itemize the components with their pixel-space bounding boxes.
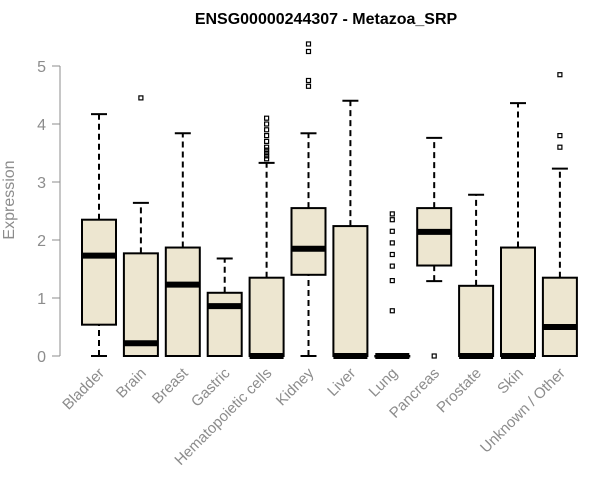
y-tick-label: 2 bbox=[37, 233, 46, 250]
category-label: Liver bbox=[324, 365, 359, 400]
box-iqr bbox=[290, 207, 327, 276]
outlier-point bbox=[389, 240, 395, 246]
box-iqr bbox=[541, 276, 578, 358]
box-iqr bbox=[164, 246, 201, 357]
box-iqr bbox=[122, 252, 159, 357]
outlier-point bbox=[138, 95, 144, 101]
category-label: Brain bbox=[113, 365, 150, 402]
outlier-point bbox=[264, 127, 270, 133]
outlier-point bbox=[389, 263, 395, 269]
category-label: Breast bbox=[149, 364, 192, 407]
boxes-group bbox=[81, 41, 578, 359]
box-iqr bbox=[206, 291, 243, 357]
box-gastric bbox=[206, 257, 243, 357]
y-tick-label: 5 bbox=[37, 59, 46, 76]
outlier-point bbox=[264, 150, 270, 156]
category-label: Kidney bbox=[273, 364, 318, 409]
outlier-point bbox=[431, 353, 437, 359]
box-breast bbox=[164, 132, 201, 357]
outlier-point bbox=[557, 133, 563, 139]
box-iqr bbox=[248, 276, 285, 358]
box-iqr bbox=[458, 284, 495, 358]
box-lung bbox=[374, 211, 411, 359]
outlier-point bbox=[305, 48, 312, 55]
outlier-point bbox=[264, 115, 270, 121]
category-label: Bladder bbox=[59, 365, 108, 414]
outlier-point bbox=[557, 72, 563, 78]
outlier-point bbox=[264, 147, 270, 153]
box-iqr bbox=[416, 207, 453, 267]
outlier-point bbox=[389, 211, 395, 217]
box-brain bbox=[122, 95, 159, 357]
category-label: Skin bbox=[494, 365, 527, 398]
box-liver bbox=[332, 99, 369, 359]
outlier-point bbox=[389, 217, 395, 223]
box-bladder bbox=[81, 113, 117, 357]
category-label: Lung bbox=[366, 365, 402, 401]
y-tick-label: 1 bbox=[37, 291, 46, 308]
box-unknown-other bbox=[541, 72, 578, 358]
outlier-point bbox=[264, 144, 270, 150]
box-iqr bbox=[332, 225, 369, 357]
box-prostate bbox=[458, 193, 495, 359]
box-pancreas bbox=[416, 136, 453, 359]
outlier-point bbox=[264, 156, 270, 162]
category-label: Prostate bbox=[433, 365, 485, 417]
outlier-point bbox=[264, 121, 270, 127]
outlier-point bbox=[264, 138, 270, 144]
outlier-point bbox=[557, 144, 563, 150]
box-skin bbox=[500, 102, 536, 359]
outlier-point bbox=[264, 133, 270, 139]
y-tick-label: 3 bbox=[37, 175, 46, 192]
outlier-point bbox=[264, 153, 270, 159]
chart-title: ENSG00000244307 - Metazoa_SRP bbox=[195, 11, 458, 28]
y-axis-label: Expression bbox=[1, 160, 18, 239]
outlier-point bbox=[305, 41, 312, 47]
y-axis-ticks: 0 1 2 3 4 5 bbox=[37, 59, 60, 366]
box-hematopoietic-cells bbox=[248, 115, 285, 359]
outlier-point bbox=[305, 83, 312, 89]
outlier-point bbox=[305, 77, 312, 84]
box-iqr bbox=[500, 246, 536, 357]
y-tick-label: 4 bbox=[37, 117, 46, 134]
outlier-point bbox=[389, 278, 395, 284]
outlier-point bbox=[389, 308, 395, 314]
box-kidney bbox=[290, 41, 327, 357]
y-tick-label: 0 bbox=[37, 349, 46, 366]
box-iqr bbox=[81, 218, 117, 326]
outlier-point bbox=[389, 251, 395, 258]
outlier-point bbox=[389, 228, 395, 234]
